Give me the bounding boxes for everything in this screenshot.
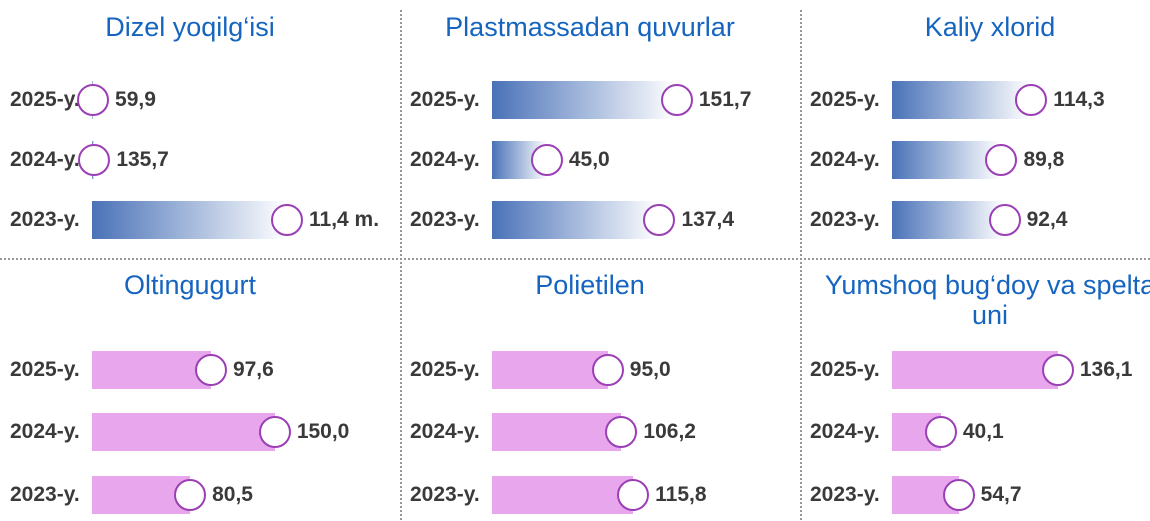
- category-label: 2024-y.: [810, 420, 880, 443]
- category-label: 2023-y.: [410, 208, 480, 231]
- value-label: 95,0: [629, 358, 671, 381]
- chart-title: Polietilen: [535, 270, 645, 300]
- value-label: 151,7: [698, 88, 752, 111]
- value-label: 89,8: [1023, 148, 1065, 171]
- value-marker: [1041, 354, 1074, 386]
- value-label: 150,0: [296, 420, 350, 443]
- value-marker: [605, 416, 638, 448]
- chart-title: Plastmassadan quvurlar: [445, 12, 735, 42]
- category-label: 2025-y.: [410, 358, 480, 381]
- category-label: 2023-y.: [410, 483, 480, 506]
- value-marker: [617, 479, 650, 511]
- value-label: 106,2: [643, 420, 696, 443]
- value-marker: [988, 204, 1021, 236]
- bar: [892, 351, 1058, 389]
- bar: [892, 81, 1032, 119]
- value-label: 11,4 m.: [309, 208, 380, 231]
- bar: [492, 351, 608, 389]
- value-marker: [258, 416, 291, 448]
- value-marker: [174, 479, 207, 511]
- category-label: 2025-y.: [810, 88, 880, 111]
- value-label: 40,1: [962, 420, 1004, 443]
- value-marker: [1015, 84, 1048, 116]
- category-label: 2024-y.: [410, 420, 480, 443]
- bar: [892, 141, 1002, 179]
- separator: [0, 258, 1150, 260]
- value-marker: [942, 479, 975, 511]
- bar: [492, 201, 660, 239]
- bar: [492, 476, 634, 514]
- category-label: 2025-y.: [810, 358, 880, 381]
- bar: [892, 201, 1005, 239]
- bar: [92, 201, 287, 239]
- value-marker: [77, 84, 110, 116]
- category-label: 2024-y.: [810, 148, 880, 171]
- chart-title: Oltingugurt: [123, 270, 257, 300]
- category-label: 2024-y.: [10, 148, 80, 171]
- category-label: 2025-y.: [10, 88, 80, 111]
- bar: [492, 413, 622, 451]
- value-label: 59,9: [115, 88, 156, 111]
- value-label: 92,4: [1026, 208, 1068, 231]
- chart-title: Kaliy xlorid: [924, 12, 1056, 42]
- value-marker: [194, 354, 227, 386]
- value-marker: [591, 354, 624, 386]
- value-label: 114,3: [1053, 88, 1105, 111]
- value-marker: [530, 144, 563, 176]
- value-label: 137,4: [681, 208, 735, 231]
- value-marker: [660, 84, 693, 116]
- chart-title: Dizel yoqilg‘isi: [105, 12, 275, 42]
- value-label: 45,0: [568, 148, 610, 171]
- value-label: 136,1: [1079, 358, 1133, 381]
- category-label: 2024-y.: [410, 148, 480, 171]
- separator: [800, 10, 802, 520]
- category-label: 2023-y.: [810, 483, 880, 506]
- category-label: 2023-y.: [10, 208, 80, 231]
- category-label: 2023-y.: [10, 483, 80, 506]
- value-marker: [78, 144, 111, 176]
- chart-title: Yumshoq bug‘doy va spelta uni: [824, 270, 1150, 330]
- value-label: 54,7: [980, 483, 1022, 506]
- category-label: 2024-y.: [10, 420, 80, 443]
- value-marker: [643, 204, 676, 236]
- category-label: 2023-y.: [810, 208, 880, 231]
- separator: [400, 10, 402, 520]
- value-marker: [924, 416, 957, 448]
- value-label: 97,6: [232, 358, 274, 381]
- value-marker: [985, 144, 1018, 176]
- category-label: 2025-y.: [410, 88, 480, 111]
- bar: [92, 351, 211, 389]
- value-label: 135,7: [116, 148, 169, 171]
- value-label: 115,8: [655, 483, 707, 506]
- category-label: 2025-y.: [10, 358, 80, 381]
- value-label: 80,5: [212, 483, 253, 506]
- bar: [92, 413, 275, 451]
- bar: [92, 476, 191, 514]
- bar: [492, 81, 677, 119]
- value-marker: [271, 204, 303, 236]
